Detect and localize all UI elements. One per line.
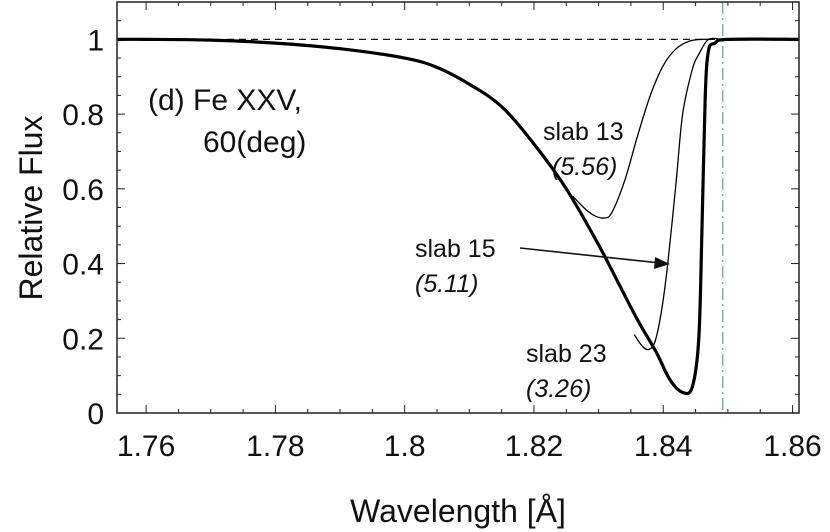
- x-tick-label: 1.8: [384, 430, 426, 463]
- y-tick-label: 0.6: [62, 174, 104, 207]
- x-tick-label: 1.84: [634, 430, 692, 463]
- series-lines: [116, 2, 800, 413]
- label-slab-23: slab 23: [526, 340, 607, 368]
- x-tick-label: 1.82: [505, 430, 563, 463]
- y-tick-label: 0.8: [62, 99, 104, 132]
- value-slab-23: (3.26): [526, 375, 591, 403]
- panel-title-line1: (d) Fe XXV,: [148, 84, 302, 117]
- x-tick-label: 1.76: [117, 430, 175, 463]
- y-axis-label: Relative Flux: [13, 116, 49, 301]
- arrow-slab-15: [519, 247, 670, 269]
- y-tick-label: 1: [87, 24, 104, 57]
- series-slab-15: [633, 37, 722, 351]
- label-slab-13: slab 13: [543, 118, 624, 146]
- x-axis-label: Wavelength [Å]: [350, 493, 566, 529]
- series-slab-13: [572, 38, 715, 219]
- y-tick-labels: 0 0.2 0.4 0.6 0.8 1: [62, 24, 104, 431]
- x-tick-label: 1.78: [246, 430, 304, 463]
- value-slab-13: (5.56): [552, 153, 617, 181]
- plot-frame: [116, 1, 800, 414]
- x-tick-labels: 1.76 1.78 1.8 1.82 1.84 1.86: [117, 430, 822, 463]
- label-slab-15: slab 15: [415, 235, 496, 263]
- y-tick-label: 0: [87, 398, 104, 431]
- series-slab-23: [116, 37, 800, 396]
- x-tick-label: 1.86: [763, 430, 821, 463]
- y-tick-label: 0.2: [62, 323, 104, 356]
- panel-title-line2: 60(deg): [203, 126, 306, 159]
- y-tick-label: 0.4: [62, 249, 104, 282]
- value-slab-15: (5.11): [415, 270, 478, 298]
